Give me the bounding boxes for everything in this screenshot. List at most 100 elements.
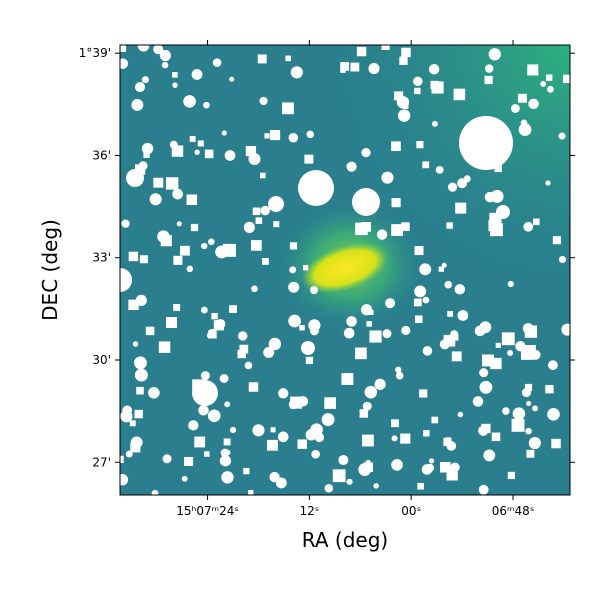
mask — [524, 383, 533, 392]
mask — [391, 419, 399, 428]
mask — [251, 285, 258, 293]
mask — [245, 145, 257, 157]
y-tick-label: 1°39' — [79, 46, 111, 60]
mask — [136, 386, 144, 395]
mask — [422, 296, 430, 304]
mask — [528, 436, 541, 450]
mask — [285, 55, 292, 62]
mask — [421, 464, 433, 475]
mask — [551, 438, 561, 449]
mask — [186, 194, 198, 206]
mask — [361, 434, 374, 447]
mask — [457, 411, 464, 418]
mask — [173, 255, 183, 265]
mask — [309, 286, 319, 295]
mask — [451, 351, 462, 362]
mask — [129, 420, 136, 427]
mask — [166, 317, 178, 329]
mask — [141, 76, 149, 84]
mask — [120, 474, 129, 486]
mask — [483, 449, 496, 462]
mask — [134, 356, 147, 370]
mask — [368, 309, 374, 315]
mask — [259, 96, 268, 106]
mask — [268, 337, 282, 351]
mask — [545, 180, 551, 186]
mask — [391, 198, 401, 208]
x-tick-label: 12ˢ — [299, 504, 319, 518]
mask — [457, 178, 468, 189]
mask — [301, 341, 315, 355]
mask — [359, 409, 369, 418]
mask — [369, 330, 382, 343]
mask — [288, 314, 301, 328]
mask — [532, 405, 539, 412]
mask — [479, 380, 493, 394]
mask — [511, 418, 525, 432]
mask — [453, 88, 466, 101]
mask — [394, 91, 404, 101]
mask — [153, 177, 164, 188]
mask — [215, 245, 229, 259]
mask — [397, 109, 411, 122]
mask — [219, 455, 232, 467]
mask — [268, 196, 284, 212]
mask — [395, 366, 402, 373]
mask — [413, 76, 423, 87]
mask — [510, 103, 520, 113]
mask — [153, 45, 164, 55]
mask — [243, 467, 250, 475]
mask — [208, 238, 215, 246]
mask — [494, 164, 502, 173]
mask — [248, 382, 259, 392]
mask — [183, 95, 196, 108]
mask — [502, 407, 510, 415]
x-tick-label: 00ˢ — [401, 504, 421, 518]
mask — [260, 205, 270, 216]
mask — [391, 224, 403, 236]
mask — [299, 325, 305, 331]
mask — [207, 409, 221, 423]
mask — [302, 265, 309, 271]
mask — [522, 323, 534, 334]
mask — [525, 427, 532, 435]
mask — [134, 82, 145, 93]
mask — [128, 251, 139, 262]
mask — [520, 119, 528, 127]
mask — [540, 80, 547, 87]
mask — [289, 242, 298, 250]
mask — [447, 310, 454, 317]
mask — [417, 482, 424, 490]
mask — [314, 432, 325, 443]
mask — [198, 405, 209, 416]
mask — [308, 319, 321, 332]
y-tick-label: 30' — [92, 353, 111, 367]
mask — [401, 47, 411, 58]
mask — [172, 72, 178, 78]
mask — [484, 64, 494, 73]
mask — [311, 449, 320, 459]
mask — [260, 172, 266, 179]
mask — [143, 151, 150, 158]
mask — [159, 49, 171, 62]
mask — [401, 222, 410, 231]
y-tick-label: 33' — [92, 251, 111, 265]
mask — [239, 344, 249, 354]
mask — [496, 205, 510, 219]
mask — [194, 149, 200, 155]
mask — [366, 321, 372, 327]
mask — [490, 189, 504, 203]
mask — [414, 246, 424, 256]
mask — [223, 438, 231, 446]
mask — [472, 396, 484, 407]
mask — [343, 327, 355, 339]
mask — [189, 135, 196, 142]
mask — [120, 455, 124, 464]
mask — [558, 255, 567, 264]
mask — [444, 280, 453, 289]
mask — [446, 469, 458, 481]
mask — [145, 326, 155, 336]
mask — [495, 342, 501, 348]
mask — [255, 217, 263, 224]
